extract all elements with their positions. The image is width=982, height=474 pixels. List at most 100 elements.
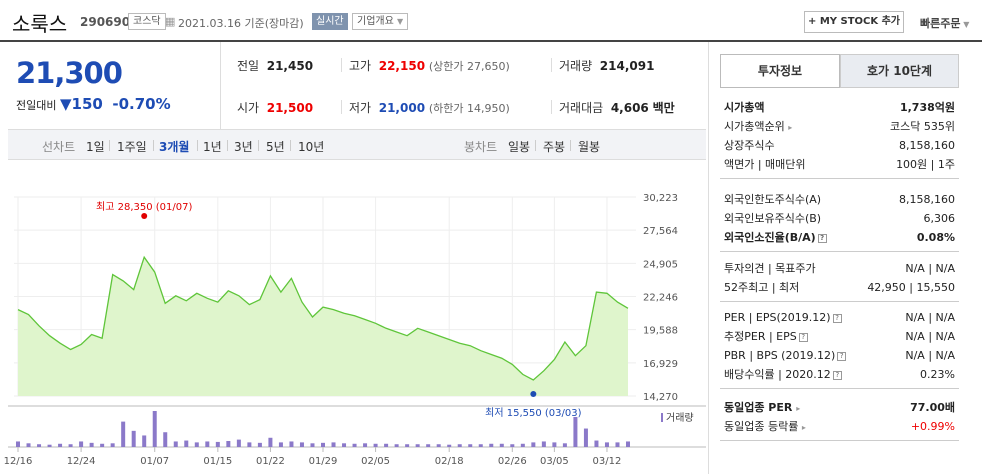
price-chart: 30,223 27,564 24,905 22,246 19,588 16,929 14,2… — [4, 193, 706, 467]
period-5y[interactable]: 5년 — [266, 140, 285, 154]
help-icon[interactable]: ? — [832, 370, 842, 380]
quote-table: 전일 21,450 고가 22,150 (상한가 27,650) 거래량 214… — [220, 42, 706, 130]
volume-label: 거래량 — [559, 59, 593, 73]
volume-bar — [131, 430, 136, 447]
pbr-value: N/A | N/A — [905, 349, 955, 362]
company-info-dropdown[interactable]: 기업개요 ▼ — [352, 13, 409, 30]
sector-per-row[interactable]: 동일업종 PER ▸ 77.00배 — [720, 398, 959, 417]
foreign-group: 외국인한도주식수(A) 8,158,160 외국인보유주식수(B) 6,306 외국… — [720, 186, 959, 252]
x-tick-label: 01/29 — [309, 456, 338, 467]
candle-chart-label: 봉차트 — [464, 140, 498, 154]
volume-bar — [205, 441, 210, 447]
volume-bar — [447, 444, 452, 447]
volume-bar — [405, 444, 410, 447]
help-icon[interactable]: ? — [798, 332, 808, 342]
low-marker — [530, 391, 537, 398]
divider — [551, 100, 552, 114]
x-tick-label: 12/24 — [67, 456, 96, 467]
volume-bar — [184, 440, 189, 447]
help-icon[interactable]: ? — [837, 351, 847, 361]
x-tick-label: 03/05 — [540, 456, 569, 467]
volume-bar — [552, 442, 557, 447]
volume-bar — [436, 444, 441, 447]
volume-bar — [299, 442, 304, 447]
y-tick-label: 14,270 — [643, 392, 678, 403]
period-1y[interactable]: 1년 — [203, 140, 222, 154]
chevron-down-icon: ▼ — [960, 20, 970, 29]
volume-bar — [499, 443, 504, 447]
chevron-right-icon: ▸ — [788, 123, 793, 132]
est-per-row: 추정PER | EPS? N/A | N/A — [720, 327, 959, 346]
tab-invest-info[interactable]: 투자정보 — [720, 54, 840, 88]
sector-per-label: 동일업종 PER — [724, 401, 793, 414]
per-label: PER | EPS(2019.12) — [724, 311, 831, 324]
market-cap-row: 시가총액 1,738억원 — [720, 98, 959, 117]
period-1w[interactable]: 1주일 — [117, 140, 147, 154]
par-label: 액면가 | 매매단위 — [724, 158, 806, 171]
divider — [197, 140, 198, 151]
foreign-hold-label: 외국인보유주식수(B) — [724, 212, 822, 225]
per-row: PER | EPS(2019.12)? N/A | N/A — [720, 308, 959, 327]
dividend-row: 배당수익률 | 2020.12? 0.23% — [720, 365, 959, 384]
market-cap-rank-row[interactable]: 시가총액순위 ▸ 코스닥 535위 — [720, 117, 959, 136]
volume-bar — [331, 442, 336, 447]
volume-bar — [289, 441, 294, 447]
divider — [535, 140, 536, 151]
tab-quote-10[interactable]: 호가 10단계 — [840, 54, 959, 88]
foreign-ratio-label: 외국인소진율(B/A) — [724, 231, 816, 244]
period-10y[interactable]: 10년 — [298, 140, 325, 154]
candle-daily[interactable]: 일봉 — [508, 140, 531, 154]
volume-bar — [457, 444, 462, 447]
volume-bar — [194, 442, 199, 447]
realtime-button[interactable]: 실시간 — [312, 13, 348, 30]
help-icon[interactable]: ? — [832, 313, 842, 323]
volume-bar — [573, 417, 578, 447]
divider — [290, 140, 291, 151]
volume-bar — [594, 440, 599, 447]
divider — [341, 58, 342, 72]
par-value: 100원 | 1주 — [896, 158, 955, 171]
market-cap-group: 시가총액 1,738억원 시가총액순위 ▸ 코스닥 535위 상장주식수 8,158,… — [720, 96, 959, 179]
lower-limit: (하한가 14,950) — [428, 102, 510, 115]
sector-group: 동일업종 PER ▸ 77.00배 동일업종 등락률 ▸ +0.99% — [720, 394, 959, 441]
period-3y[interactable]: 3년 — [234, 140, 253, 154]
open-label: 시가 — [237, 101, 260, 115]
volume-bar — [79, 441, 84, 447]
volume-legend-label: 거래량 — [666, 412, 694, 424]
volume-bar — [373, 443, 378, 447]
market-cap-rank-label: 시가총액순위 — [724, 120, 785, 133]
volume-bar — [489, 443, 494, 447]
low-label: 저가 — [349, 101, 372, 115]
stock-code: 290690 — [80, 15, 131, 29]
volume-bar — [384, 443, 389, 447]
chevron-right-icon: ▸ — [796, 404, 801, 413]
y-tick-label: 24,905 — [643, 259, 678, 270]
help-icon[interactable]: ? — [817, 233, 827, 243]
low-price: 저가 21,000 (하한가 14,950) — [349, 99, 510, 116]
x-tick-label: 02/26 — [498, 456, 527, 467]
candle-monthly[interactable]: 월봉 — [578, 140, 601, 154]
candle-weekly[interactable]: 주봉 — [543, 140, 566, 154]
period-1d[interactable]: 1일 — [86, 140, 105, 154]
y-tick-label: 27,564 — [643, 226, 678, 237]
volume-bar — [342, 443, 347, 447]
x-tick-label: 02/18 — [435, 456, 464, 467]
volume-bar — [47, 444, 52, 447]
stock-header: 소룩스 290690 코스닥 ▦ 2021.03.16 기준(장마감) 실시간 … — [0, 0, 982, 42]
sector-rate-row[interactable]: 동일업종 등락률 ▸ +0.99% — [720, 417, 959, 436]
volume-bar — [363, 443, 368, 447]
volume-bar — [510, 444, 515, 447]
week52-value: 42,950 | 15,550 — [867, 281, 955, 294]
price-box: 21,300 전일대비 ▼150 -0.70% — [8, 42, 220, 130]
invest-info-panel: 투자정보 호가 10단계 시가총액 1,738억원 시가총액순위 ▸ 코스닥 535… — [708, 42, 982, 474]
volume-bar — [352, 443, 357, 447]
volume-bar — [541, 441, 546, 447]
high-price: 고가 22,150 (상한가 27,650) — [349, 57, 510, 74]
volume-bar — [163, 432, 168, 447]
volume-bar — [37, 444, 42, 447]
change-percent: -0.70% — [112, 95, 171, 113]
volume-bar — [615, 442, 620, 447]
quick-order-button[interactable]: 빠른주문 ▼ — [920, 15, 969, 31]
add-my-stock-button[interactable]: + MY STOCK 추가 — [804, 11, 904, 33]
period-3m[interactable]: 3개월 — [159, 140, 190, 154]
